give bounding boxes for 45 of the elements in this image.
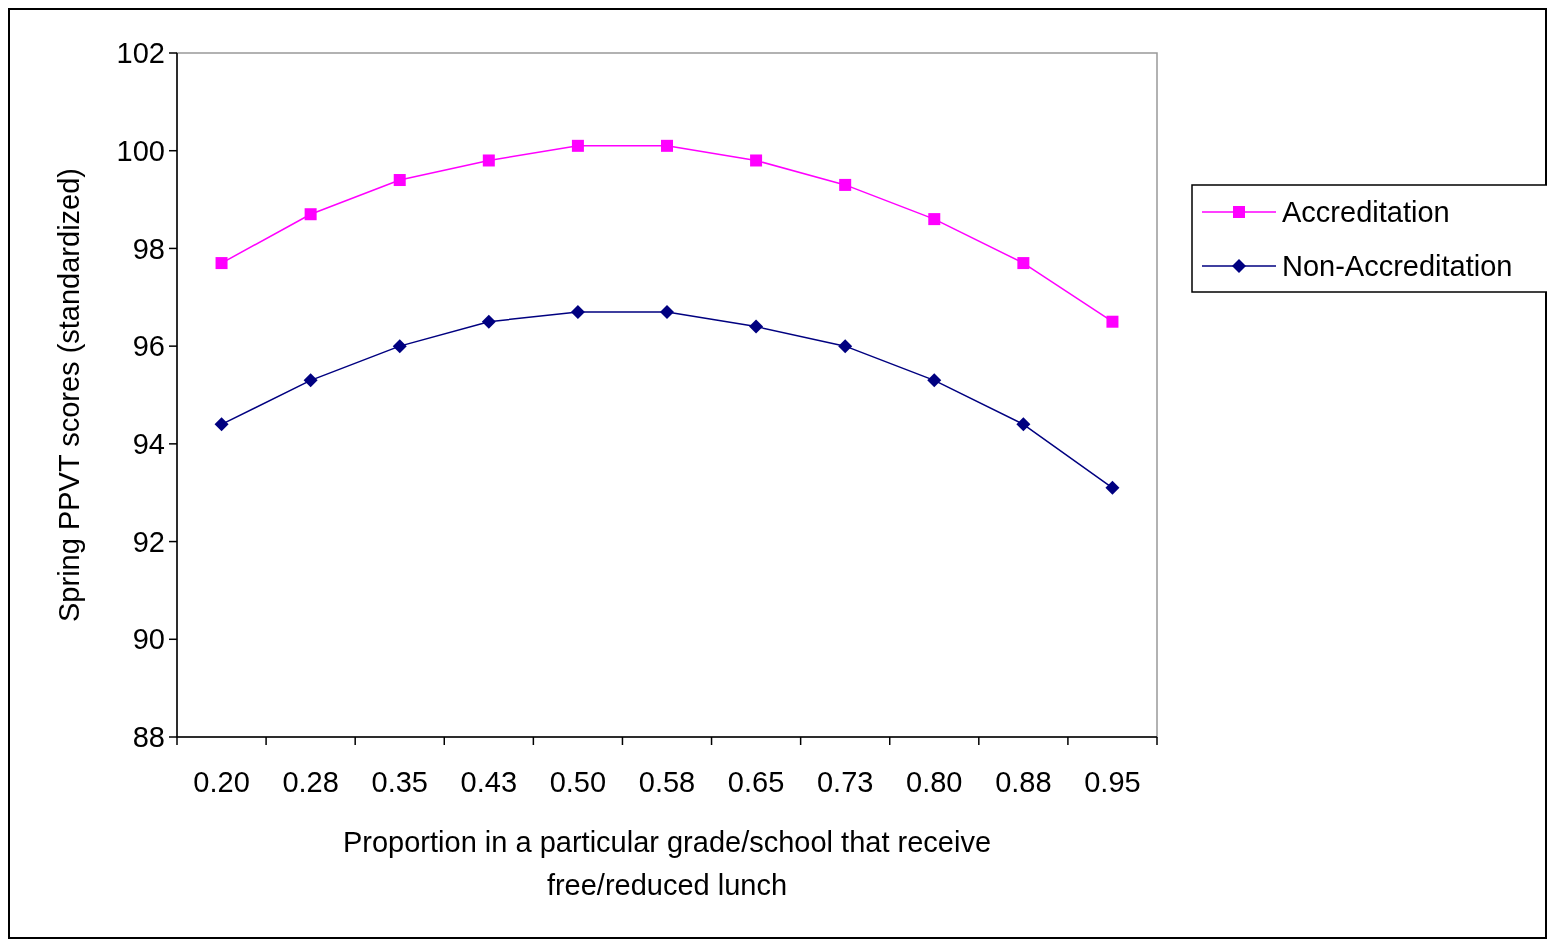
point [928,213,941,226]
point [571,139,584,152]
x-tick-label: 0.88 [995,766,1052,798]
point [482,154,495,167]
y-tick-label: 88 [132,721,165,754]
point [750,154,763,167]
point [660,304,674,319]
y-tick-label: 98 [132,232,165,265]
point [215,257,228,270]
point [481,314,496,329]
x-tick-label: 0.73 [816,766,874,798]
x-tick-label: 0.65 [727,766,785,798]
y-axis-title: Spring PPVT scores (standardized) [53,167,85,623]
point [661,139,673,152]
point [1106,315,1119,328]
point [1017,257,1030,270]
point [570,304,585,319]
y-tick-label: 92 [132,525,165,558]
x-tick-label: 0.58 [638,766,696,798]
y-tick-label: 100 [116,134,165,167]
point [304,208,317,221]
y-tick-label: 96 [132,330,165,363]
legend-label: Non-Accreditation [1282,250,1513,283]
point [838,339,853,354]
x-tick-label: 0.20 [193,766,250,798]
point [1105,480,1120,495]
x-tick-label: 0.95 [1084,766,1141,798]
x-tick-label: 0.43 [460,766,518,798]
point [1016,417,1031,432]
point [303,373,318,388]
point [214,417,229,432]
point [393,174,406,187]
x-tick-label: 0.50 [549,766,607,798]
y-tick-label: 90 [132,623,165,656]
x-tick-label: 0.28 [282,766,339,798]
y-tick-label: 94 [132,428,165,461]
legend-label: Accreditation [1282,196,1450,229]
point [927,373,942,388]
x-tick-label: 0.35 [371,766,428,798]
x-axis-title: Proportion in a particular grade/school that receive free/reduced lunch [342,826,992,901]
point [749,319,764,334]
y-tick-label: 102 [116,37,165,70]
point [392,339,407,354]
point [839,178,852,191]
x-tick-label: 0.80 [906,766,963,798]
